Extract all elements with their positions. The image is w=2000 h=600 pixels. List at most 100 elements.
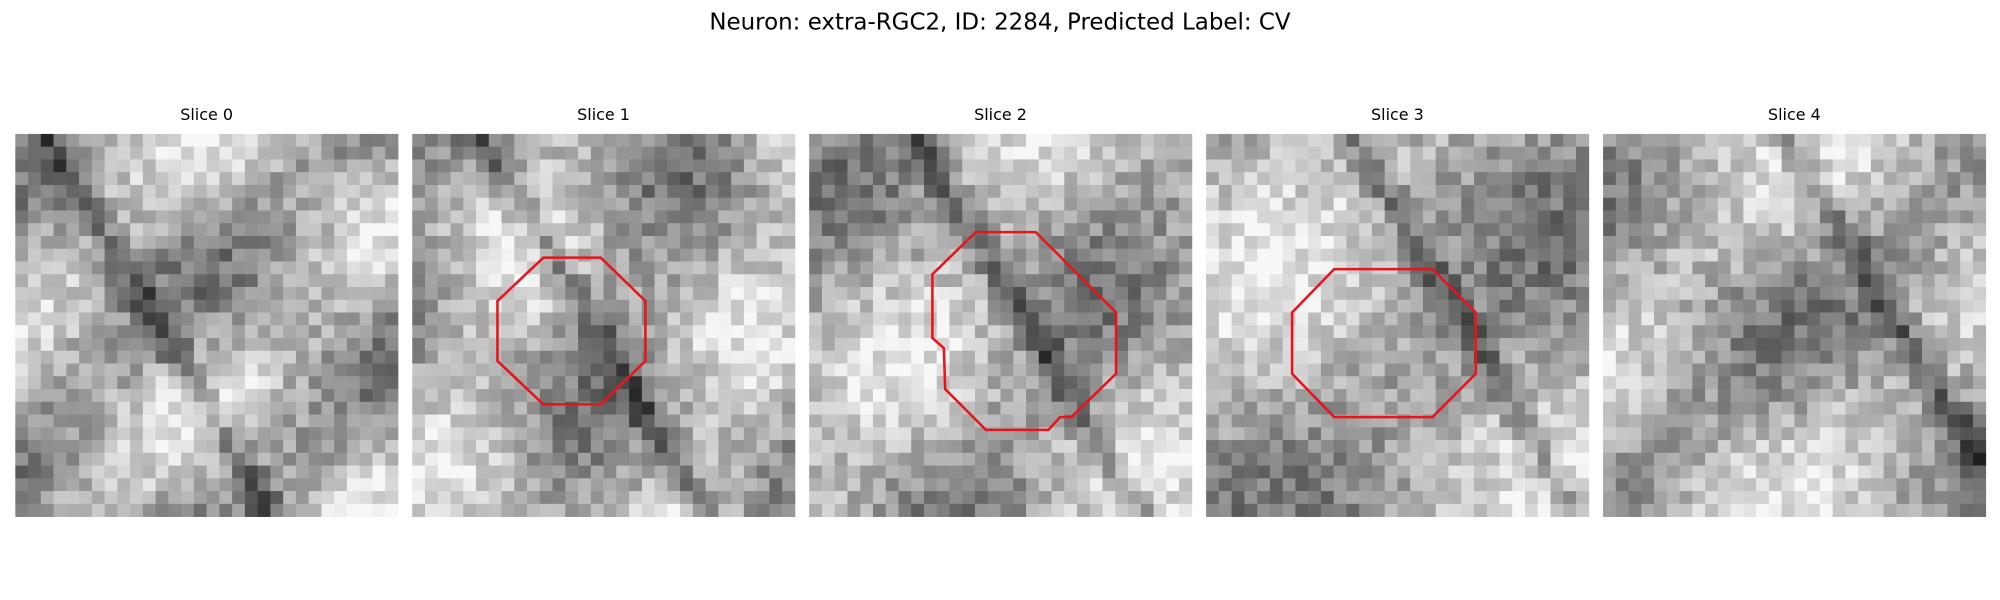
pixel [1461, 401, 1475, 415]
pixel [552, 223, 566, 237]
pixel [1921, 235, 1936, 250]
pixel [860, 338, 874, 352]
pixel [232, 159, 246, 173]
pixel [1641, 184, 1655, 199]
pixel [756, 133, 770, 148]
pixel [1038, 491, 1052, 505]
pixel [1359, 363, 1373, 377]
pixel [1960, 491, 1974, 505]
pixel [834, 363, 848, 377]
pixel [1870, 286, 1885, 301]
pixel [488, 274, 502, 288]
pixel [1666, 478, 1680, 492]
pixel [1231, 286, 1245, 301]
pixel [1282, 312, 1296, 326]
pixel [372, 223, 386, 237]
pixel [244, 427, 259, 441]
pixel [1858, 389, 1872, 403]
pixel [911, 452, 925, 466]
pixel [91, 197, 105, 211]
pixel [1819, 248, 1834, 262]
pixel [1486, 491, 1500, 505]
pixel [1641, 401, 1655, 415]
pixel [629, 210, 643, 224]
pixel [1000, 338, 1014, 352]
pixel [1448, 299, 1462, 313]
pixel [1705, 299, 1719, 313]
pixel [270, 389, 284, 403]
pixel [809, 376, 823, 390]
pixel [181, 389, 195, 403]
pixel [155, 172, 169, 186]
pixel [898, 146, 912, 160]
pixel [270, 197, 284, 211]
pixel [578, 350, 592, 364]
pixel [1794, 184, 1808, 199]
pixel [53, 223, 67, 237]
pixel [885, 350, 899, 364]
pixel [130, 452, 144, 466]
pixel [692, 389, 706, 403]
pixel [1921, 261, 1936, 275]
pixel [1525, 452, 1539, 466]
pixel [1615, 376, 1629, 390]
pixel [1499, 312, 1513, 326]
pixel [743, 235, 758, 250]
pixel [1679, 338, 1693, 352]
pixel [705, 210, 719, 224]
pixel [1550, 248, 1564, 262]
pixel [1013, 286, 1027, 301]
pixel [1102, 248, 1116, 262]
pixel [1615, 286, 1629, 301]
pixel [885, 376, 899, 390]
pixel [756, 350, 770, 364]
pixel [308, 376, 322, 390]
pixel [1679, 401, 1693, 415]
pixel [1909, 210, 1923, 224]
pixel [1115, 184, 1129, 199]
pixel [321, 223, 335, 237]
pixel [91, 299, 105, 313]
pixel [1102, 235, 1116, 250]
pixel [1166, 172, 1180, 186]
pixel [1397, 312, 1411, 326]
pixel [1397, 363, 1411, 377]
pixel [321, 235, 335, 250]
pixel [514, 427, 528, 441]
pixel [809, 478, 823, 492]
pixel [501, 133, 515, 148]
pixel [1282, 235, 1296, 250]
pixel [1576, 376, 1590, 390]
pixel [1153, 210, 1167, 224]
pixel [450, 184, 464, 199]
pixel [244, 248, 259, 262]
pixel [1153, 401, 1167, 415]
pixel [1641, 427, 1655, 441]
pixel [1257, 312, 1271, 326]
contour [496, 256, 647, 406]
pixel [1077, 452, 1091, 466]
pixel [718, 414, 732, 428]
pixel [1909, 452, 1923, 466]
pixel [552, 414, 566, 428]
pixel [321, 465, 335, 479]
pixel [501, 172, 515, 186]
pixel [79, 491, 93, 505]
pixel [15, 235, 29, 250]
pixel [1410, 338, 1424, 352]
pixel [66, 184, 80, 199]
pixel [1308, 146, 1322, 160]
pixel [1051, 491, 1065, 505]
pixel [872, 440, 887, 454]
pixel [809, 274, 823, 288]
pixel [667, 223, 681, 237]
pixel [578, 325, 592, 339]
pixel [1819, 363, 1834, 377]
pixel [437, 478, 451, 492]
pixel [1563, 478, 1577, 492]
pixel [270, 503, 284, 517]
pixel [1717, 274, 1731, 288]
pixel [1064, 146, 1078, 160]
pixel [962, 184, 976, 199]
pixel [372, 286, 386, 301]
